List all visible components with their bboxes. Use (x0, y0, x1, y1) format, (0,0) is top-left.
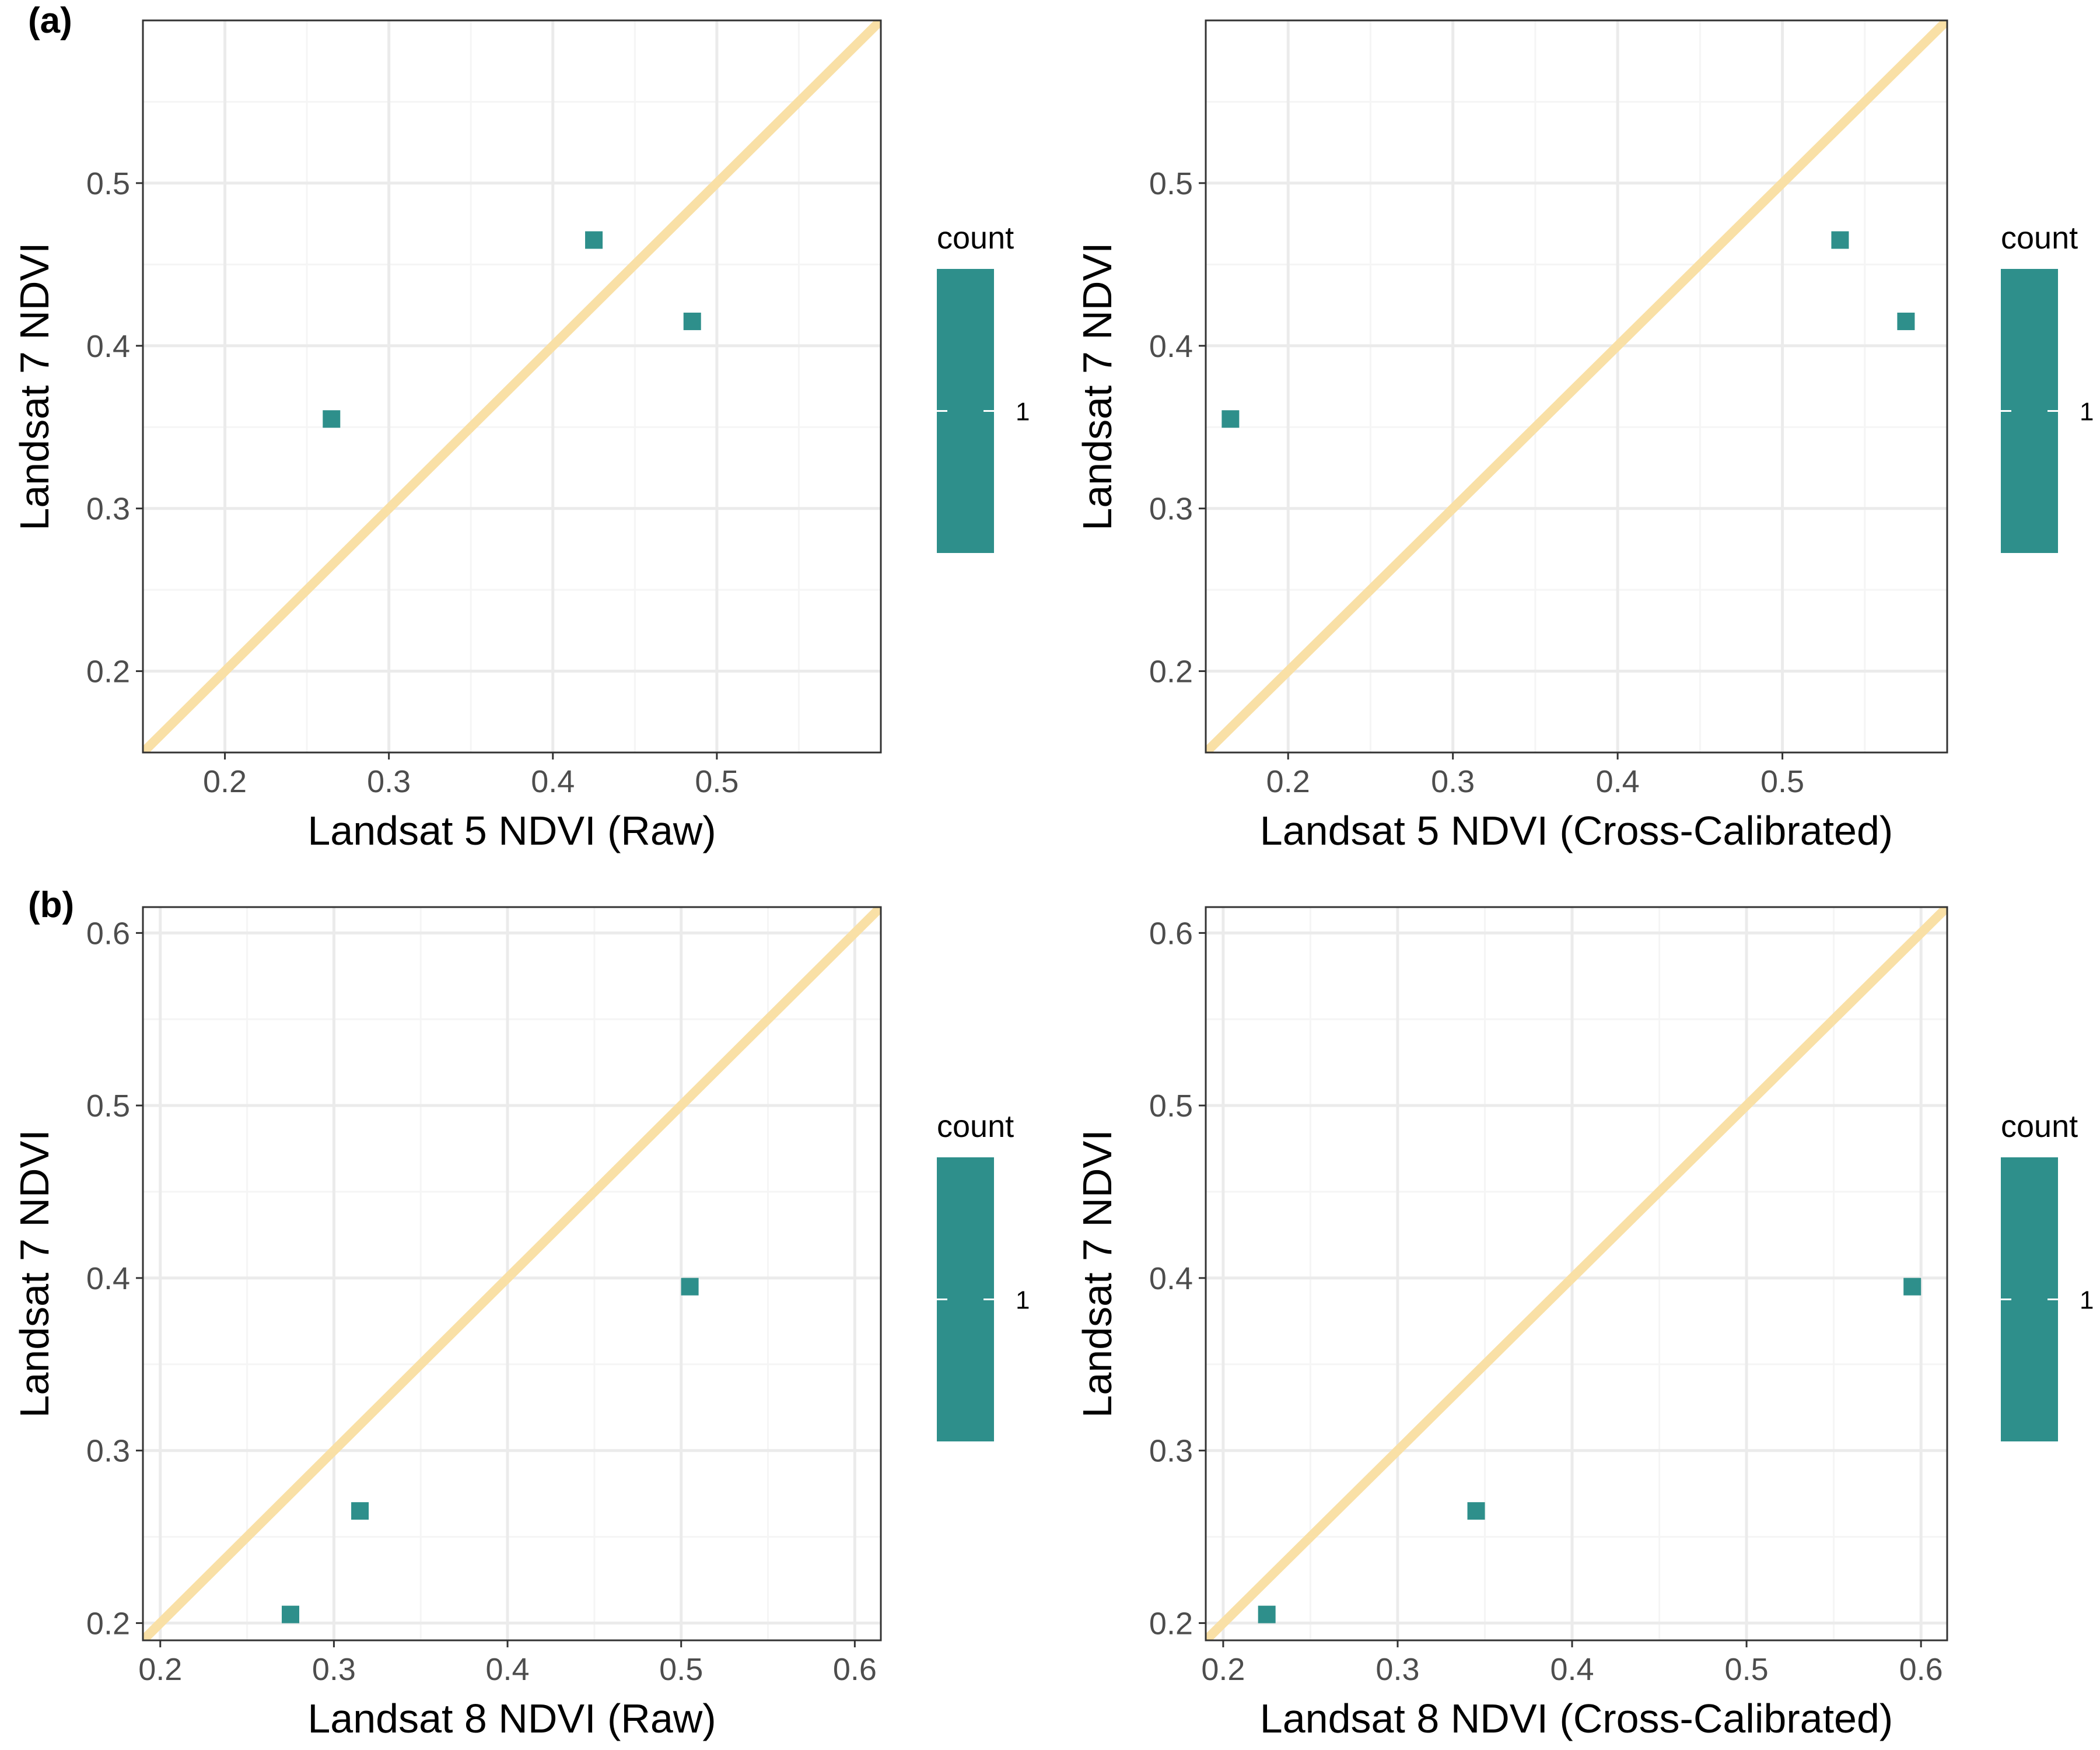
y-tick-label: 0.2 (1149, 1606, 1193, 1641)
data-point (323, 410, 341, 428)
y-axis-title: Landsat 7 NDVI (1074, 242, 1120, 530)
data-point (1831, 231, 1849, 249)
y-axis-title: Landsat 7 NDVI (12, 242, 57, 530)
legend-label: 1 (2080, 398, 2094, 426)
panel-border (1205, 906, 1948, 1642)
x-tick-label: 0.2 (1266, 764, 1310, 799)
y-tick-label: 0.6 (1149, 916, 1193, 951)
data-point (351, 1502, 369, 1520)
y-tick-label: 0.3 (86, 1434, 130, 1469)
panel-tag: (a) (28, 1, 72, 41)
y-tick-label: 0.5 (86, 166, 130, 201)
panel-tag: (b) (28, 885, 74, 925)
data-point (683, 312, 701, 330)
x-tick-label: 0.3 (1376, 1652, 1419, 1687)
identity-line (143, 20, 881, 752)
legend-label: 1 (1016, 398, 1030, 426)
chart-panel-3: 0.2 0.3 0.4 0.5 0.6 0.2 0.3 0.4 0.5 0.6 Landsat 8 … (12, 885, 1030, 1741)
identity-line (1206, 20, 1947, 752)
y-tick-label: 0.4 (1149, 1261, 1193, 1296)
y-tick-label: 0.3 (86, 492, 130, 527)
data-point (681, 1278, 699, 1296)
identity-line (143, 907, 881, 1640)
x-tick-label: 0.2 (203, 764, 247, 799)
x-tick-label: 0.6 (833, 1652, 877, 1687)
x-tick-label: 0.4 (486, 1652, 530, 1687)
legend: count 1 (2001, 220, 2094, 553)
data-point (1222, 410, 1240, 428)
x-tick-label: 0.6 (1899, 1652, 1943, 1687)
data-point (282, 1605, 299, 1623)
x-axis-title: Landsat 8 NDVI (Raw) (307, 1696, 716, 1741)
legend-label: 1 (1016, 1286, 1030, 1315)
identity-line (1206, 907, 1947, 1640)
x-axis-title: Landsat 5 NDVI (Cross-Calibrated) (1260, 808, 1893, 853)
y-tick-label: 0.3 (1149, 1434, 1193, 1469)
data-point (1258, 1605, 1276, 1623)
y-tick-label: 0.2 (1149, 654, 1193, 690)
y-tick-label: 0.4 (86, 1261, 130, 1296)
y-tick-label: 0.6 (86, 916, 130, 951)
legend-label: 1 (2080, 1286, 2094, 1315)
legend: count 1 (2001, 1109, 2094, 1441)
data-point (1897, 312, 1915, 330)
legend-title: count (937, 1109, 1014, 1144)
y-tick-label: 0.4 (86, 329, 130, 364)
panel-border (1205, 19, 1948, 754)
y-tick-label: 0.2 (86, 1606, 130, 1641)
legend: count 1 (937, 220, 1030, 553)
y-tick-label: 0.5 (1149, 166, 1193, 201)
x-tick-label: 0.3 (1431, 764, 1475, 799)
chart-panel-2: 0.2 0.3 0.4 0.5 0.2 0.3 0.4 0.5 Landsat 5 NDVI (… (1074, 19, 2094, 853)
x-tick-label: 0.5 (1760, 764, 1804, 799)
x-axis-title: Landsat 8 NDVI (Cross-Calibrated) (1260, 1696, 1893, 1741)
x-tick-label: 0.5 (659, 1652, 703, 1687)
x-tick-label: 0.5 (1725, 1652, 1769, 1687)
legend-title: count (937, 220, 1014, 256)
x-tick-label: 0.2 (1201, 1652, 1245, 1687)
legend: count 1 (937, 1109, 1030, 1441)
legend-title: count (2001, 1109, 2078, 1144)
x-tick-label: 0.5 (695, 764, 738, 799)
data-point (1903, 1278, 1922, 1296)
panel-border (142, 906, 882, 1642)
y-axis-title: Landsat 7 NDVI (1074, 1129, 1120, 1418)
data-point (1467, 1502, 1485, 1520)
y-tick-label: 0.5 (1149, 1088, 1193, 1124)
data-point (585, 231, 603, 249)
x-axis-title: Landsat 5 NDVI (Raw) (307, 808, 716, 853)
y-tick-label: 0.3 (1149, 492, 1193, 527)
x-tick-label: 0.4 (1596, 764, 1640, 799)
x-tick-label: 0.3 (312, 1652, 356, 1687)
y-tick-label: 0.2 (86, 654, 130, 690)
panel-border (142, 19, 882, 754)
y-tick-label: 0.5 (86, 1088, 130, 1124)
chart-panel-1: 0.2 0.3 0.4 0.5 0.2 0.3 0.4 0.5 Landsat 5 NDVI (… (12, 1, 1030, 853)
x-tick-label: 0.3 (367, 764, 411, 799)
x-tick-label: 0.4 (1550, 1652, 1594, 1687)
x-tick-label: 0.4 (531, 764, 575, 799)
x-tick-label: 0.2 (138, 1652, 182, 1687)
legend-title: count (2001, 220, 2078, 256)
y-axis-title: Landsat 7 NDVI (12, 1129, 57, 1418)
y-tick-label: 0.4 (1149, 329, 1193, 364)
